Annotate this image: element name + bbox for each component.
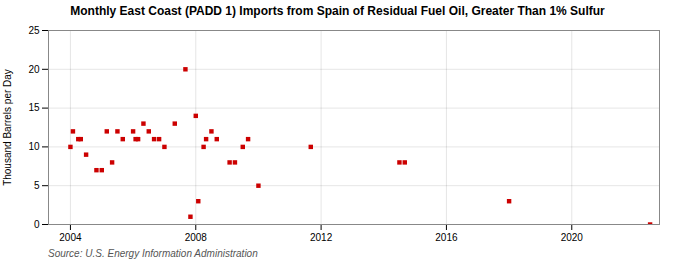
svg-text:20: 20 — [28, 64, 40, 75]
svg-text:0: 0 — [34, 219, 40, 230]
svg-text:25: 25 — [28, 25, 40, 36]
svg-text:2020: 2020 — [561, 232, 584, 243]
svg-text:2004: 2004 — [59, 232, 82, 243]
svg-text:Thousand Barrels per Day: Thousand Barrels per Day — [2, 69, 13, 186]
svg-text:2012: 2012 — [310, 232, 333, 243]
html-text:Monthly East Coast (PADD 1) Im: Monthly East Coast (PADD 1) Imports from… — [70, 4, 605, 18]
html-text:Source: U.S. Energy Informatio: Source: U.S. Energy Information Administ… — [48, 248, 258, 259]
svg-text:2008: 2008 — [185, 232, 208, 243]
svg-text:5: 5 — [34, 180, 40, 191]
svg-text:2016: 2016 — [435, 232, 458, 243]
svg-text:15: 15 — [28, 102, 40, 113]
svg-text:10: 10 — [28, 141, 40, 152]
